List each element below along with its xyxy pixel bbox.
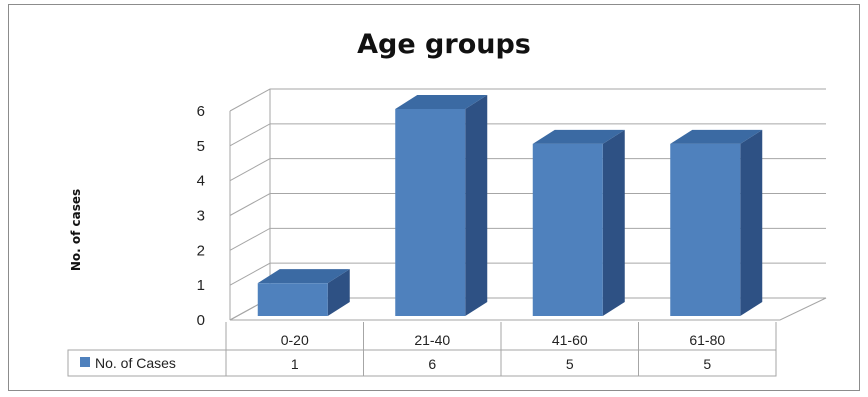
x-category-label: 0-20 bbox=[281, 332, 309, 348]
bar-side bbox=[327, 269, 350, 316]
bar-side bbox=[602, 129, 625, 316]
y-tick-label: 5 bbox=[197, 138, 205, 155]
y-axis: 0 1 2 3 4 5 6 bbox=[197, 103, 205, 329]
bar-top bbox=[532, 129, 625, 144]
y-tick-label: 6 bbox=[197, 103, 205, 120]
table-value: 5 bbox=[703, 356, 711, 372]
data-table: 0-20 1 21-40 6 41-60 5 61-80 5 No. of Cases bbox=[67, 322, 777, 377]
table-value: 6 bbox=[428, 356, 436, 372]
y-tick-label: 3 bbox=[197, 208, 205, 225]
y-tick-label: 4 bbox=[197, 173, 205, 190]
bar bbox=[532, 129, 625, 316]
bar bbox=[670, 129, 763, 316]
bar bbox=[257, 269, 350, 316]
bar-top bbox=[257, 269, 350, 284]
bar-front bbox=[257, 283, 328, 316]
bar-top bbox=[670, 129, 763, 144]
gridlines bbox=[229, 88, 827, 321]
bar-side bbox=[465, 95, 488, 316]
y-tick-label: 0 bbox=[197, 312, 205, 329]
x-category-label: 41-60 bbox=[552, 332, 588, 348]
bar-front bbox=[670, 143, 741, 316]
legend-label: No. of Cases bbox=[95, 355, 176, 371]
bar-top bbox=[395, 95, 488, 109]
floor bbox=[229, 297, 827, 321]
chart-title: Age groups bbox=[357, 29, 531, 60]
bar-front bbox=[395, 109, 466, 316]
gridline bbox=[229, 88, 826, 112]
bar-front bbox=[532, 143, 603, 316]
table-value: 1 bbox=[291, 356, 299, 372]
bar bbox=[395, 95, 488, 316]
y-tick-label: 2 bbox=[197, 242, 205, 259]
table-value: 5 bbox=[566, 356, 574, 372]
x-category-label: 61-80 bbox=[689, 332, 725, 348]
y-tick-label: 1 bbox=[197, 277, 205, 294]
x-category-label: 21-40 bbox=[414, 332, 450, 348]
legend-swatch bbox=[80, 357, 90, 367]
bars bbox=[257, 95, 763, 316]
bar-side bbox=[740, 129, 763, 316]
y-axis-label: No. of cases bbox=[69, 189, 83, 271]
